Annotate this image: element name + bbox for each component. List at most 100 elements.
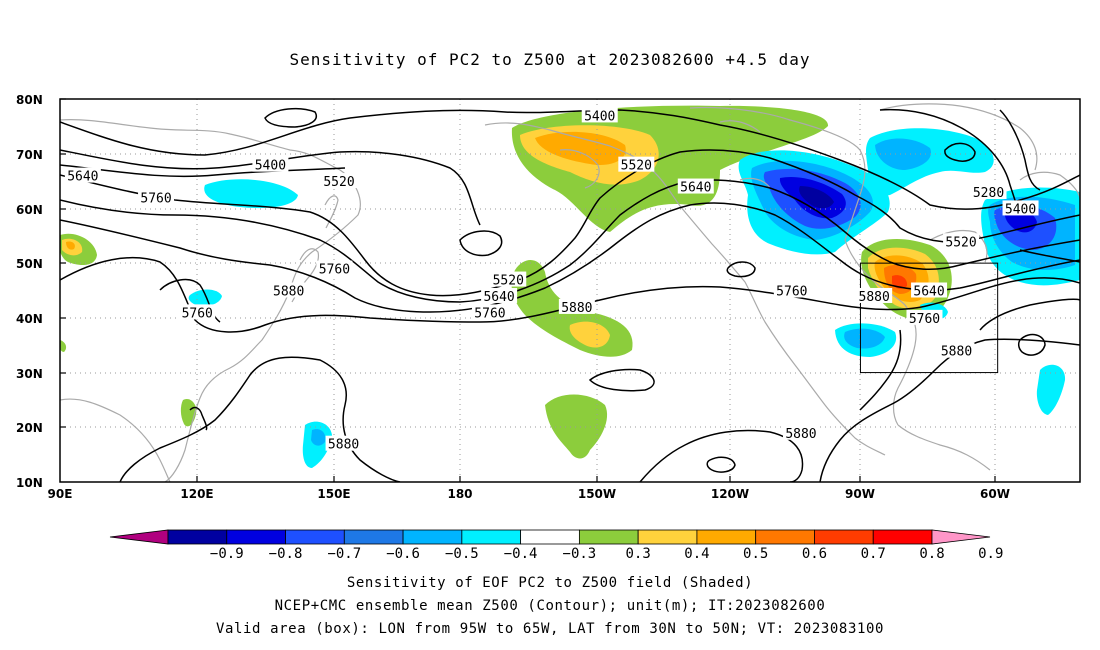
colorbar-swatch (461, 529, 522, 545)
contour-label: 5760 (909, 312, 940, 327)
colorbar-tick-label: 0.8 (919, 546, 944, 562)
lat-tick-label: 10N (16, 476, 43, 490)
contour-label-bg (558, 298, 595, 314)
colorbar-tick-label: 0.3 (626, 546, 651, 562)
map-title: Sensitivity of PC2 to Z500 at 2023082600… (289, 50, 811, 69)
contour-label-bg (581, 107, 618, 123)
contour-label: 5880 (785, 427, 816, 442)
contour-label: 5280 (973, 186, 1004, 201)
contour-label: 5400 (1005, 202, 1036, 217)
contour-label-bg (856, 287, 893, 303)
colorbar-tick-label: 0.9 (978, 546, 1003, 562)
colorbar-swatch (343, 529, 404, 545)
lon-tick-label: 150W (578, 487, 616, 501)
lat-tick-label: 20N (16, 421, 43, 435)
colorbar-swatch (814, 529, 874, 545)
contour-label-bg (138, 189, 175, 205)
colorbar-tick-label: −0.9 (210, 546, 244, 562)
contour-label-bg (911, 282, 948, 298)
contour-label: 5520 (945, 235, 976, 250)
colorbar-swatch (520, 529, 580, 545)
contour-label-bg (471, 304, 508, 320)
colorbar-tick-label: −0.7 (327, 546, 361, 562)
contour-label: 5880 (859, 290, 890, 305)
colorbar-tick-label: 0.5 (743, 546, 768, 562)
lon-tick-label: 120W (711, 487, 749, 501)
contour-label-bg (321, 173, 358, 189)
contour-label: 5880 (941, 345, 972, 360)
map-frame (59, 98, 1081, 483)
lon-tick-label: 180 (447, 487, 472, 501)
lat-tick-label: 70N (16, 148, 43, 162)
colorbar-swatch (402, 529, 463, 545)
contour-label: 5640 (67, 170, 98, 185)
contour-label: 5760 (474, 306, 505, 321)
contour-label-bg (938, 342, 975, 358)
lon-tick-label: 120E (180, 487, 213, 501)
colorbar-swatch (167, 529, 228, 545)
colorbar-swatch (872, 529, 933, 545)
contour-label-bg (906, 309, 943, 325)
contour-label-bg (252, 156, 289, 172)
lon-tick-label: 90E (48, 487, 73, 501)
colorbar-tick-label: −0.5 (445, 546, 479, 562)
colorbar-swatch (285, 529, 345, 545)
contour-label: 5640 (913, 285, 944, 300)
contour-label: 5520 (493, 274, 524, 289)
colorbar: −0.9 −0.8 −0.7 −0.6 −0.5 −0.4 −0.3 0.3 0.4 0.5 0.6… (109, 529, 1003, 562)
axis-ticks (60, 98, 996, 482)
valid-area-box (859, 262, 999, 374)
contour-label: 5760 (140, 191, 171, 206)
contour-label: 5640 (483, 290, 514, 305)
colorbar-tick-label: 0.7 (861, 546, 886, 562)
contour-label-bg (490, 271, 527, 287)
colorbar-tick-label: −0.6 (386, 546, 420, 562)
contour-label: 5400 (584, 109, 615, 124)
contour-label: 5880 (328, 438, 359, 453)
lat-tick-label: 40N (16, 312, 43, 326)
caption-shaded: Sensitivity of EOF PC2 to Z500 field (Sh… (346, 575, 754, 591)
contour-label: 5400 (255, 159, 286, 174)
colorbar-swatch (755, 529, 815, 545)
lat-tick-labels: 80N 70N 60N 50N 40N 30N 20N 10N (16, 93, 43, 490)
colorbar-tick-label: −0.3 (563, 546, 597, 562)
colorbar-swatch (578, 529, 639, 545)
lat-tick-label: 30N (16, 367, 43, 381)
lat-tick-label: 60N (16, 203, 43, 217)
contour-label: 5760 (182, 306, 213, 321)
contour-label-bg (179, 304, 216, 320)
caption-valid-area: Valid area (box): LON from 95W to 65W, L… (215, 621, 885, 637)
colorbar-tick-label: 0.6 (802, 546, 827, 562)
contour-label-bg (773, 282, 810, 298)
contour-label: 5520 (323, 175, 354, 190)
colorbar-low-arrow (109, 529, 169, 545)
lon-tick-labels: 90E 120E 150E 180 150W 120W 90W 60W (48, 487, 1010, 501)
lat-tick-label: 50N (16, 257, 43, 271)
contour-label-bg (677, 178, 714, 194)
contour-label: 5880 (561, 301, 592, 316)
contour-label-bg (943, 233, 980, 249)
contour-label-bg (316, 260, 353, 276)
contour-label-bg (325, 435, 362, 451)
contour-label: 5520 (621, 159, 652, 174)
contour-label: 5640 (680, 181, 711, 196)
colorbar-tick-label: −0.4 (504, 546, 538, 562)
contour-label-bg (618, 156, 655, 172)
contour-label-bg (481, 287, 518, 303)
lon-tick-label: 90W (845, 487, 875, 501)
colorbar-tick-label: 0.4 (684, 546, 709, 562)
colorbar-swatch (696, 529, 757, 545)
contour-label: 5760 (776, 285, 807, 300)
contour-label: 5880 (273, 285, 304, 300)
contour-label-bg (782, 424, 819, 440)
colorbar-tick-label: −0.8 (269, 546, 303, 562)
contour-label: 5760 (319, 263, 350, 278)
lat-tick-label: 80N (16, 93, 43, 107)
colorbar-swatch (226, 529, 286, 545)
contour-label-bg (270, 282, 307, 298)
lon-tick-label: 150E (317, 487, 350, 501)
contour-label-bg (64, 167, 101, 183)
colorbar-high-arrow (931, 529, 991, 545)
